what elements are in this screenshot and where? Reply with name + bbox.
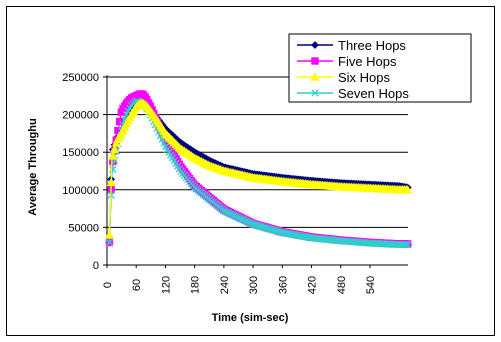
data-point-seven-hops [109, 165, 117, 174]
data-point-six-hops [110, 144, 120, 154]
y-axis-title: Average Throughu [27, 118, 39, 215]
y-tick-label: 100000 [62, 185, 99, 197]
series-six-hops [104, 98, 413, 239]
x-tick-label: 180 [190, 276, 202, 294]
y-tick-label: 0 [93, 260, 99, 272]
data-point-seven-hops [404, 241, 412, 249]
legend-item-three-hops: Three Hops [297, 38, 406, 53]
y-tick-label: 250000 [62, 72, 99, 84]
series-seven-hops [105, 97, 412, 249]
legend-marker-six-hops-icon [310, 72, 320, 81]
x-axis-title: Time (sim-sec) [212, 312, 289, 324]
legend-label: Three Hops [338, 38, 406, 53]
x-tick-label: 480 [336, 276, 348, 294]
data-point-six-hops [104, 230, 114, 239]
legend-item-seven-hops: Seven Hops [297, 86, 409, 101]
legend-label: Seven Hops [338, 86, 409, 101]
x-tick-label: 420 [307, 276, 319, 294]
x-tick-label: 60 [131, 279, 143, 291]
x-tick-labels: 0 60 120 180 240 300 360 420 480 540 [102, 276, 377, 294]
x-tick-label: 120 [160, 276, 172, 294]
legend-label: Six Hops [338, 70, 391, 85]
x-tick-label: 300 [248, 276, 260, 294]
data-point-six-hops [403, 185, 413, 194]
axes [103, 75, 408, 268]
y-tick-label: 50000 [68, 222, 99, 234]
legend-item-six-hops: Six Hops [297, 70, 391, 85]
data-point-seven-hops [105, 238, 114, 247]
x-tick-label: 360 [277, 276, 289, 294]
x-tick-label: 0 [102, 282, 114, 288]
legend-marker-three-hops-icon [311, 41, 319, 49]
x-tick-label: 240 [219, 276, 231, 294]
legend-marker-five-hops-icon [311, 57, 319, 65]
y-tick-labels: 0 50000 100000 150000 200000 250000 [62, 72, 99, 272]
x-tick-label: 540 [365, 276, 377, 294]
legend-item-five-hops: Five Hops [297, 54, 397, 69]
series-layer [104, 90, 413, 249]
legend-label: Five Hops [338, 54, 397, 69]
data-point-six-hops [106, 177, 116, 186]
data-point-seven-hops [160, 139, 168, 147]
y-tick-label: 150000 [62, 147, 99, 159]
data-point-seven-hops [402, 241, 410, 249]
legend-marker-seven-hops-icon [311, 89, 319, 97]
data-point-six-hops [108, 151, 118, 160]
y-tick-label: 200000 [62, 110, 99, 122]
